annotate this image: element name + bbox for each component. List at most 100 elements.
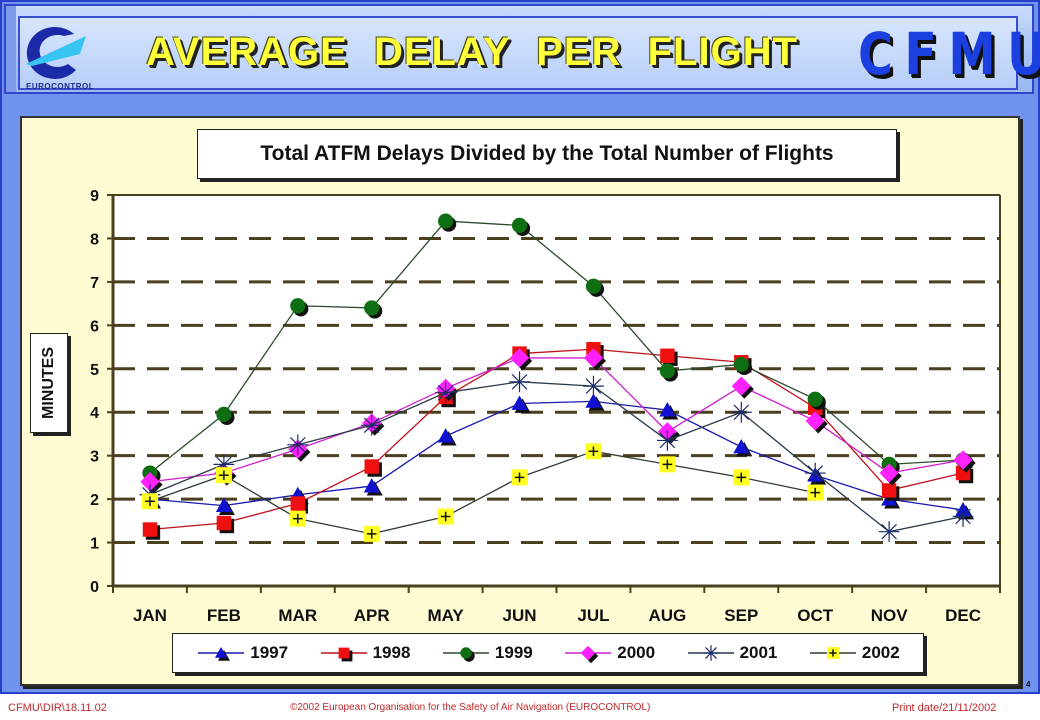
data-point-2001-apr bbox=[361, 414, 383, 436]
axes bbox=[107, 194, 1001, 593]
data-point-2000-jun bbox=[509, 348, 533, 371]
y-tick-label: 1 bbox=[90, 536, 99, 553]
brand-cfmu: CFMU bbox=[858, 20, 1040, 88]
legend-label: 1998 bbox=[372, 643, 411, 662]
legend-marker-triangle-icon bbox=[198, 647, 245, 661]
legend-marker-diamond-icon bbox=[565, 645, 612, 664]
data-point-1997-jun bbox=[511, 395, 531, 413]
page-number: 4 bbox=[1026, 680, 1031, 689]
legend-marker-star-icon bbox=[687, 645, 734, 661]
data-point-2001-nov bbox=[878, 521, 900, 543]
legend-item-1999: 1999 bbox=[441, 641, 533, 665]
data-point-2001-sep bbox=[730, 401, 752, 423]
data-point-1998-dec bbox=[955, 465, 974, 484]
y-tick-label: 3 bbox=[90, 449, 99, 466]
data-point-2002-aug bbox=[659, 456, 676, 473]
data-point-1999-may bbox=[438, 213, 457, 232]
x-tick-label: JUN bbox=[503, 606, 537, 625]
data-point-1998-mar bbox=[290, 496, 308, 514]
data-point-2002-jul bbox=[585, 443, 602, 460]
data-point-2002-mar bbox=[289, 510, 306, 527]
data-point-2002-feb bbox=[215, 467, 232, 484]
data-point-2001-oct bbox=[804, 462, 826, 484]
grid-lines bbox=[113, 236, 1000, 545]
data-point-2000-jul bbox=[583, 348, 607, 371]
data-point-2001-may bbox=[435, 382, 457, 404]
y-tick-labels: 0 1 2 3 4 5 6 7 8 9 bbox=[90, 188, 99, 596]
data-point-2002-jun bbox=[511, 469, 528, 486]
legend: 1997 1998 1999 2000 2001 2002 bbox=[172, 633, 924, 673]
legend-label: 2002 bbox=[861, 643, 900, 662]
data-point-1999-apr bbox=[364, 300, 383, 319]
series-line-1999 bbox=[149, 220, 964, 474]
legend-item-1997: 1997 bbox=[196, 641, 288, 665]
y-tick-label: 0 bbox=[90, 579, 99, 596]
x-tick-label: FEB bbox=[207, 606, 241, 625]
y-tick-label: 2 bbox=[90, 492, 99, 509]
series-line-2002 bbox=[149, 450, 816, 535]
legend-label: 1997 bbox=[250, 643, 289, 662]
data-point-1998-aug bbox=[660, 348, 678, 366]
data-point-2001-jul bbox=[583, 375, 604, 397]
y-tick-label: 4 bbox=[90, 405, 99, 422]
footer-copyright: ©2002 European Organisation for the Safe… bbox=[290, 702, 651, 713]
legend-item-1998: 1998 bbox=[319, 641, 411, 665]
x-tick-label: MAY bbox=[428, 606, 465, 625]
data-point-2001-mar bbox=[287, 434, 309, 456]
data-point-2000-sep bbox=[731, 376, 754, 399]
x-tick-label: AUG bbox=[648, 606, 686, 625]
data-point-2002-apr bbox=[363, 525, 380, 542]
data-point-1999-jul bbox=[585, 278, 605, 297]
series-line-2001 bbox=[149, 381, 964, 533]
data-point-1998-apr bbox=[364, 459, 382, 477]
data-point-1999-jun bbox=[511, 217, 531, 237]
data-point-1999-oct bbox=[807, 391, 826, 410]
legend-marker-plus-box-icon bbox=[809, 647, 856, 659]
legend-item-2000: 2000 bbox=[563, 641, 655, 665]
series-group bbox=[139, 213, 976, 543]
data-point-1999-feb bbox=[216, 406, 235, 425]
logo-text: EUROCONTROL bbox=[26, 82, 95, 91]
data-point-2002-oct bbox=[807, 484, 824, 501]
eurocontrol-logo-icon bbox=[26, 26, 86, 79]
data-point-2001-dec bbox=[952, 506, 974, 527]
x-tick-label: SEP bbox=[724, 606, 758, 625]
y-tick-label: 8 bbox=[90, 231, 99, 248]
data-point-1997-sep bbox=[733, 438, 753, 457]
series-line-1997 bbox=[149, 400, 964, 511]
data-point-1997-may bbox=[437, 428, 457, 446]
data-point-1999-sep bbox=[733, 356, 752, 376]
legend-marker-square-icon bbox=[320, 647, 367, 662]
data-point-2000-dec bbox=[953, 450, 976, 473]
series-2001 bbox=[139, 371, 974, 543]
data-point-1999-aug bbox=[659, 363, 678, 382]
data-point-2002-jan bbox=[141, 493, 158, 510]
y-axis-label-box: MINUTES bbox=[30, 333, 68, 433]
data-point-1997-jul bbox=[585, 393, 605, 411]
data-point-1998-nov bbox=[881, 483, 900, 501]
legend-item-2002: 2002 bbox=[808, 641, 900, 665]
legend-label: 1999 bbox=[494, 643, 533, 662]
footer: CFMU\DIR\18.11.02 ©2002 European Organis… bbox=[0, 694, 1040, 720]
data-point-1998-feb bbox=[216, 515, 235, 534]
data-point-2002-sep bbox=[733, 469, 750, 486]
footer-print-date: Print date/21/11/2002 bbox=[892, 702, 997, 714]
y-tick-label: 7 bbox=[90, 275, 99, 292]
y-tick-label: 5 bbox=[90, 362, 99, 379]
data-point-1999-mar bbox=[290, 298, 309, 317]
header-banner: EUROCONTROL AVERAGE DELAY PER FLIGHT CFM… bbox=[4, 4, 1040, 94]
data-point-2001-jun bbox=[509, 371, 530, 393]
legend-item-2001: 2001 bbox=[686, 641, 777, 665]
legend-marker-circle-icon bbox=[442, 647, 489, 662]
data-point-1997-feb bbox=[215, 497, 235, 516]
x-tick-labels: JAN FEB MAR APR MAY JUN JUL AUG SEP OCT NOV DEC bbox=[133, 606, 981, 625]
banner-inner bbox=[18, 16, 1018, 90]
x-tick-label: NOV bbox=[871, 606, 909, 625]
x-tick-label: OCT bbox=[797, 606, 834, 625]
footer-doc-ref: CFMU\DIR\18.11.02 bbox=[8, 702, 107, 714]
series-2002 bbox=[141, 443, 824, 542]
page-title: AVERAGE DELAY PER FLIGHT bbox=[146, 30, 799, 74]
data-point-2000-nov bbox=[879, 463, 902, 486]
x-tick-label: MAR bbox=[278, 606, 317, 625]
